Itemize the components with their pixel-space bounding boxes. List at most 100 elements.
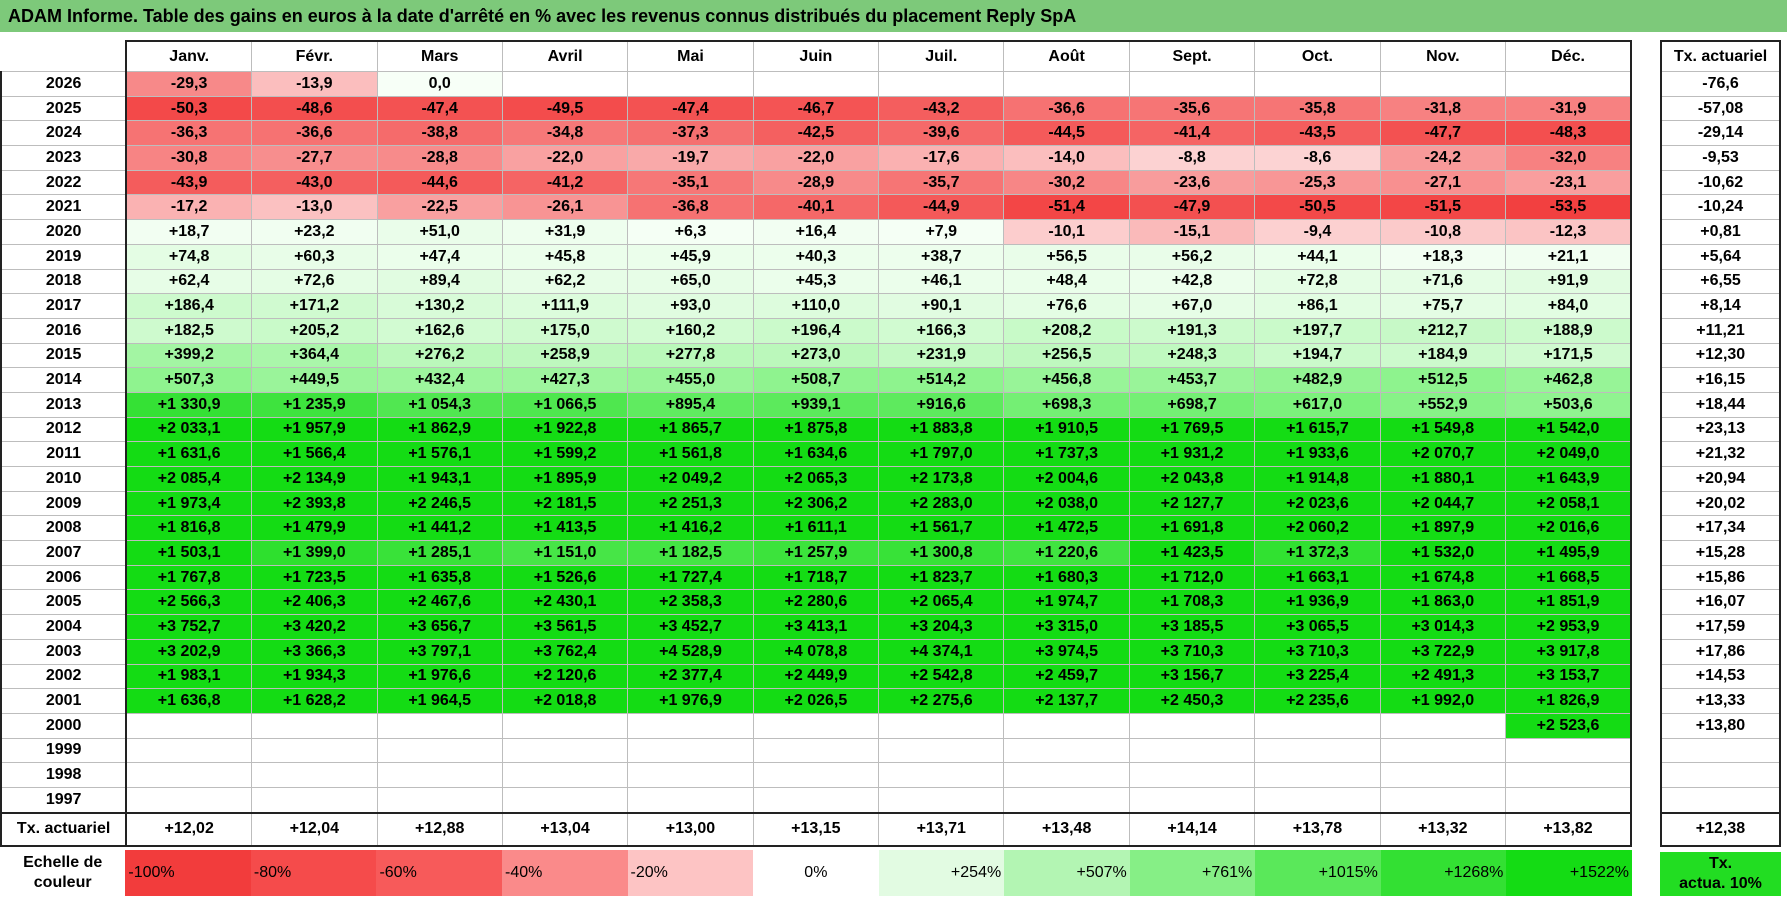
gain-cell: +130,2 bbox=[376, 293, 503, 319]
month-header: Août bbox=[1003, 40, 1130, 72]
tx-cell: +8,14 bbox=[1660, 293, 1781, 319]
gain-cell: -15,1 bbox=[1128, 219, 1256, 245]
gain-cell: +273,0 bbox=[752, 342, 880, 369]
gain-cell: +3 413,1 bbox=[752, 614, 880, 640]
gain-cell: +2 049,2 bbox=[627, 466, 754, 492]
gain-cell: -24,2 bbox=[1379, 145, 1507, 171]
gain-cell bbox=[376, 762, 503, 788]
year-cell: 2011 bbox=[0, 441, 128, 467]
gain-cell: +698,3 bbox=[1003, 391, 1130, 418]
tx-cell: +11,21 bbox=[1660, 317, 1781, 344]
legend-tx-line2: actua. 10% bbox=[1679, 875, 1762, 892]
gain-cell: +2 449,9 bbox=[752, 663, 880, 690]
gain-cell: +45,9 bbox=[627, 243, 754, 270]
gain-cell: +256,5 bbox=[1003, 342, 1130, 369]
tx-cell: +20,02 bbox=[1660, 490, 1781, 517]
gain-cell: +86,1 bbox=[1254, 293, 1381, 319]
gain-cell: +196,4 bbox=[752, 317, 880, 344]
gain-cell: +277,8 bbox=[627, 342, 754, 369]
gain-cell bbox=[878, 712, 1005, 739]
gain-cell: +364,4 bbox=[251, 342, 378, 369]
gain-cell: -23,6 bbox=[1128, 169, 1256, 196]
gain-cell: +65,0 bbox=[627, 268, 754, 295]
gain-cell: -43,9 bbox=[125, 169, 253, 196]
month-header: Sept. bbox=[1128, 40, 1256, 72]
gain-cell bbox=[1379, 762, 1507, 788]
color-scale-swatch: -100% bbox=[125, 850, 251, 896]
gain-cell bbox=[752, 71, 880, 97]
tx-cell: +14,53 bbox=[1660, 663, 1781, 690]
tx-cell: -76,6 bbox=[1660, 71, 1781, 97]
gain-cell: +1 737,3 bbox=[1003, 441, 1130, 467]
gain-cell: -34,8 bbox=[501, 120, 629, 147]
table-row: 2001 +1 636,8 +1 628,2 +1 964,5 +2 018,8 +1 9… bbox=[0, 688, 1633, 714]
gain-cell: +1 880,1 bbox=[1379, 466, 1507, 492]
gain-cell: +462,8 bbox=[1505, 367, 1633, 393]
year-cell: 2023 bbox=[0, 145, 128, 171]
gain-cell: +512,5 bbox=[1379, 367, 1507, 393]
gain-cell: +1 816,8 bbox=[125, 515, 253, 542]
gain-cell: +1 416,2 bbox=[627, 515, 754, 542]
gain-cell: -38,8 bbox=[376, 120, 503, 147]
gain-cell bbox=[627, 786, 754, 814]
gain-cell: -53,5 bbox=[1505, 194, 1633, 221]
table-row: 2022 -43,9 -43,0 -44,6 -41,2 -35,1 -28,9 -35,7-… bbox=[0, 169, 1633, 196]
gain-cell bbox=[1505, 786, 1633, 814]
gain-cell: -10,8 bbox=[1379, 219, 1507, 245]
table-row: 2024 -36,3 -36,6 -38,8 -34,8 -37,3 -42,5 -39,6-… bbox=[0, 120, 1633, 147]
gain-cell: -36,6 bbox=[251, 120, 378, 147]
footer-rate-cell: +13,71 bbox=[878, 811, 1005, 847]
table-row: 1997 bbox=[0, 786, 1633, 814]
gain-cell: +1 066,5 bbox=[501, 391, 629, 418]
gain-cell: +3 315,0 bbox=[1003, 614, 1130, 640]
gain-cell: +399,2 bbox=[125, 342, 253, 369]
color-scale-swatch: +761% bbox=[1129, 850, 1256, 896]
tx-cell: +15,86 bbox=[1660, 564, 1781, 591]
tx-cell: +21,32 bbox=[1660, 441, 1781, 467]
gain-cell bbox=[1254, 762, 1381, 788]
gain-cell: +2 060,2 bbox=[1254, 515, 1381, 542]
footer-rate-cell: +13,48 bbox=[1003, 811, 1130, 847]
gain-cell: +456,8 bbox=[1003, 367, 1130, 393]
gain-cell: +166,3 bbox=[878, 317, 1005, 344]
gain-cell bbox=[752, 712, 880, 739]
gain-cell: +1 712,0 bbox=[1128, 564, 1256, 591]
gain-cell: +2 065,4 bbox=[878, 589, 1005, 616]
table-row: 1998 bbox=[0, 762, 1633, 788]
gain-cell: +2 181,5 bbox=[501, 490, 629, 517]
gain-cell: -35,6 bbox=[1128, 95, 1256, 122]
gain-cell: +93,0 bbox=[627, 293, 754, 319]
gain-cell: +45,8 bbox=[501, 243, 629, 270]
actuarial-rate-table: Tx. actuariel -76,6 -57,08 -29,14 -9,53 -10,6… bbox=[1660, 40, 1781, 847]
tx-cell bbox=[1660, 737, 1781, 764]
gain-cell: +1 863,0 bbox=[1379, 589, 1507, 616]
tx-header: Tx. actuariel bbox=[1660, 40, 1781, 72]
gain-cell: +3 065,5 bbox=[1254, 614, 1381, 640]
gain-cell: +3 153,7 bbox=[1505, 663, 1633, 690]
gain-cell: +23,2 bbox=[251, 219, 378, 245]
gain-cell: +184,9 bbox=[1379, 342, 1507, 369]
gain-cell: +2 044,7 bbox=[1379, 490, 1507, 517]
gain-cell bbox=[1128, 712, 1256, 739]
gain-cell: -25,3 bbox=[1254, 169, 1381, 196]
gain-cell: +1 634,6 bbox=[752, 441, 880, 467]
gain-cell: +205,2 bbox=[251, 317, 378, 344]
gain-cell bbox=[878, 71, 1005, 97]
year-cell: 2018 bbox=[0, 268, 128, 295]
gain-cell: +44,1 bbox=[1254, 243, 1381, 270]
tx-cell: +5,64 bbox=[1660, 243, 1781, 270]
gain-cell: +2 491,3 bbox=[1379, 663, 1507, 690]
gain-cell bbox=[752, 786, 880, 814]
gain-cell: +1 330,9 bbox=[125, 391, 253, 418]
gain-cell bbox=[878, 786, 1005, 814]
gain-cell: +1 668,5 bbox=[1505, 564, 1633, 591]
table-row: 2003 +3 202,9 +3 366,3 +3 797,1 +3 762,4 +4 5… bbox=[0, 638, 1633, 665]
table-row: 2016 +182,5 +205,2 +162,6 +175,0 +160,2 +196,4… bbox=[0, 317, 1633, 344]
table-row: 2000 +2 523,6 bbox=[0, 712, 1633, 739]
gain-cell: +3 185,5 bbox=[1128, 614, 1256, 640]
gain-cell bbox=[752, 737, 880, 764]
gain-cell: +4 078,8 bbox=[752, 638, 880, 665]
gain-cell: +508,7 bbox=[752, 367, 880, 393]
footer-rate-cell: +12,04 bbox=[251, 811, 378, 847]
